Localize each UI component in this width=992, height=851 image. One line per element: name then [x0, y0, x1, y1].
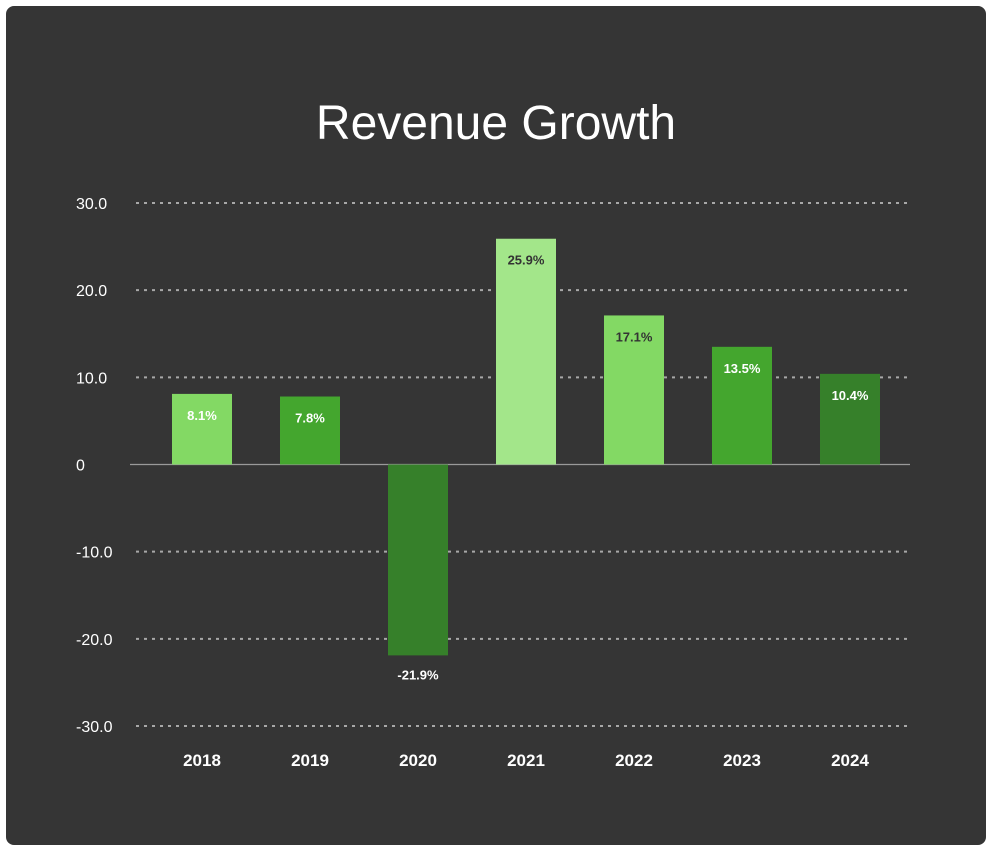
bar-2024 — [820, 373, 880, 465]
data-label: -21.9% — [397, 667, 439, 682]
x-axis-ticks: 2018 2019 2020 2021 2022 2023 2024 — [183, 751, 869, 770]
data-label: 7.8% — [295, 411, 325, 426]
data-label: 17.1% — [616, 329, 653, 344]
bar-2019 — [280, 396, 340, 465]
data-label: 10.4% — [832, 388, 869, 403]
bar-2023 — [712, 346, 772, 465]
x-tick-label: 2022 — [615, 751, 653, 770]
bars — [172, 238, 880, 656]
x-tick-label: 2019 — [291, 751, 329, 770]
y-tick-label: -10.0 — [76, 545, 113, 562]
chart-card: Revenue Growth 30.0 20.0 10.0 0 -10.0 -20.0 -3… — [6, 6, 986, 845]
x-tick-label: 2018 — [183, 751, 221, 770]
x-tick-label: 2023 — [723, 751, 761, 770]
data-labels: 8.1% 7.8% -21.9% 25.9% 17.1% 13.5% 10.4% — [187, 253, 869, 683]
y-axis-ticks: 30.0 20.0 10.0 0 -10.0 -20.0 -30.0 — [76, 196, 113, 736]
data-label: 13.5% — [724, 361, 761, 376]
y-tick-label: 20.0 — [76, 283, 107, 300]
x-tick-label: 2020 — [399, 751, 437, 770]
x-tick-label: 2021 — [507, 751, 545, 770]
x-tick-label: 2024 — [831, 751, 869, 770]
chart-title: Revenue Growth — [315, 97, 677, 150]
bar-2022 — [604, 315, 664, 465]
data-label: 8.1% — [187, 408, 217, 423]
y-tick-label: 30.0 — [76, 196, 107, 213]
bar-2021 — [496, 238, 556, 465]
y-tick-label: 0 — [76, 458, 85, 475]
y-tick-label: -20.0 — [76, 632, 113, 649]
bar-2020 — [388, 464, 448, 656]
data-label: 25.9% — [508, 253, 545, 268]
bar-chart: 30.0 20.0 10.0 0 -10.0 -20.0 -30.0 2018 2019 202… — [76, 196, 910, 770]
y-tick-label: 10.0 — [76, 370, 107, 387]
bar-2018 — [172, 393, 232, 465]
y-tick-label: -30.0 — [76, 719, 113, 736]
